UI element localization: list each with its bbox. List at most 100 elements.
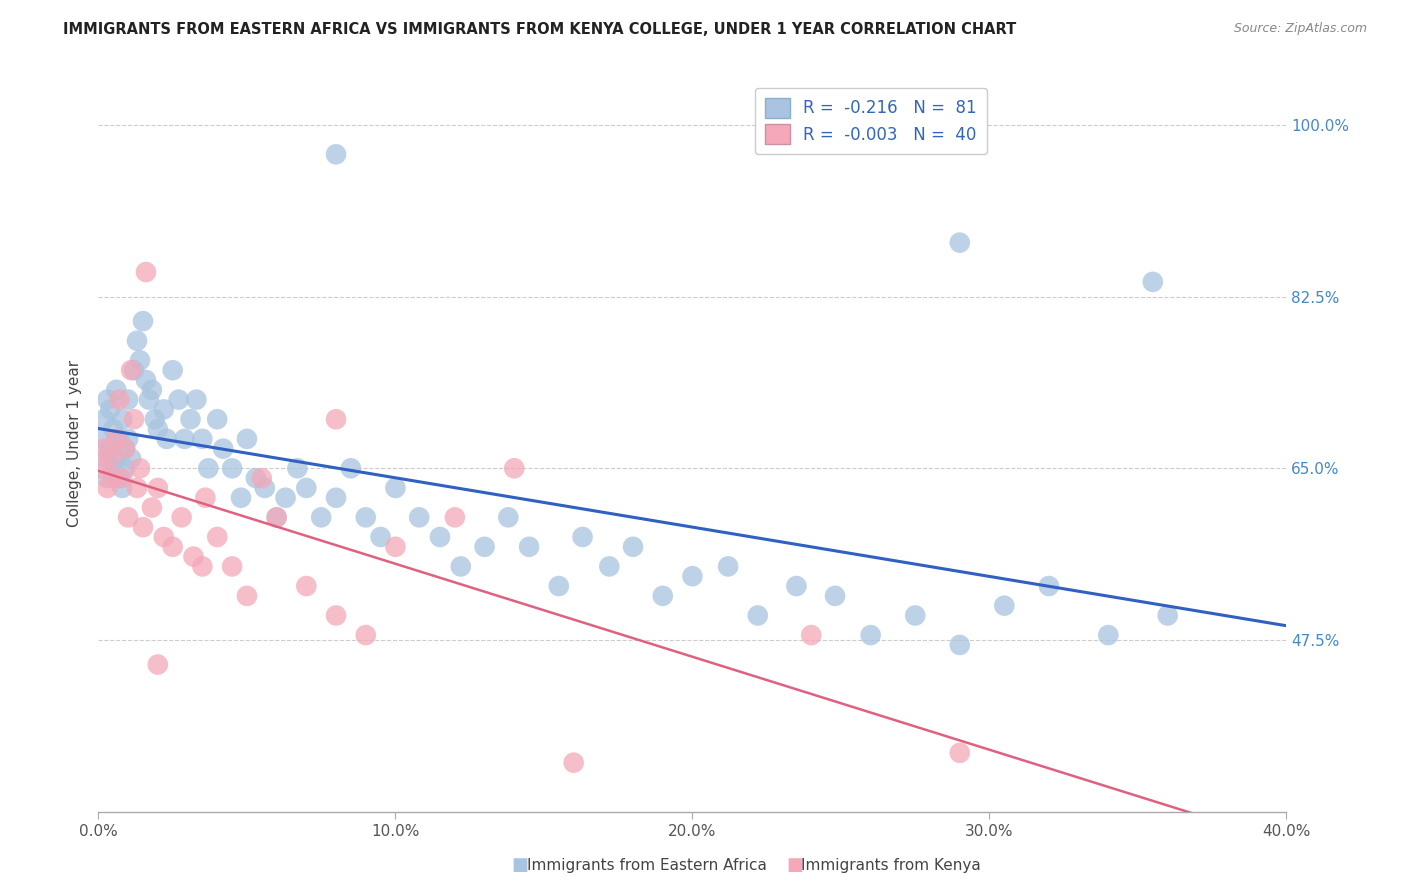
Point (295, 481, 318, 495)
Point (949, 638, 972, 652)
Point (384, 481, 406, 495)
Point (221, 559, 243, 574)
Point (117, 510, 139, 524)
Point (354, 510, 377, 524)
Point (146, 422, 169, 436)
Point (114, 442, 136, 456)
Point (96, 392, 118, 407)
Point (904, 608, 927, 623)
Point (1038, 579, 1060, 593)
Point (90, 461, 112, 475)
Point (266, 510, 288, 524)
Point (120, 363, 142, 377)
Point (114, 442, 136, 456)
Point (370, 530, 392, 544)
Point (117, 392, 139, 407)
Point (236, 589, 259, 603)
Point (170, 510, 193, 524)
Point (598, 559, 620, 574)
Point (325, 412, 347, 426)
Point (146, 657, 169, 672)
Text: Immigrants from Eastern Africa: Immigrants from Eastern Africa (527, 858, 768, 872)
Point (295, 579, 318, 593)
Point (122, 412, 145, 426)
Point (340, 461, 363, 475)
Point (517, 540, 540, 554)
Point (245, 471, 267, 485)
Point (108, 432, 131, 446)
Point (325, 491, 347, 505)
Point (117, 432, 139, 446)
Point (429, 530, 451, 544)
Point (141, 383, 163, 397)
Point (236, 432, 259, 446)
Point (93, 412, 115, 426)
Point (562, 756, 585, 770)
Point (408, 510, 430, 524)
Point (621, 540, 644, 554)
Point (132, 314, 155, 328)
Point (949, 746, 972, 760)
Point (98, 442, 121, 456)
Point (325, 608, 347, 623)
Point (1142, 275, 1164, 289)
Point (221, 461, 243, 475)
Point (194, 491, 217, 505)
Point (93, 442, 115, 456)
Text: ■: ■ (786, 856, 803, 874)
Point (205, 412, 228, 426)
Point (450, 559, 472, 574)
Point (212, 442, 235, 456)
Point (111, 412, 134, 426)
Point (205, 530, 228, 544)
Point (183, 549, 205, 564)
Point (859, 628, 882, 642)
Point (98, 402, 121, 417)
Point (143, 412, 166, 426)
Point (354, 628, 377, 642)
Point (93, 451, 115, 466)
Point (384, 540, 406, 554)
Point (1156, 608, 1178, 623)
Point (103, 461, 125, 475)
Point (90, 432, 112, 446)
Point (443, 510, 465, 524)
Point (474, 540, 496, 554)
Point (122, 363, 145, 377)
Point (197, 461, 219, 475)
Point (191, 432, 214, 446)
Point (824, 589, 846, 603)
Point (173, 432, 195, 446)
Point (229, 491, 252, 505)
Point (747, 608, 769, 623)
Point (108, 471, 131, 485)
Point (152, 530, 174, 544)
Point (162, 540, 184, 554)
Point (717, 559, 740, 574)
Point (547, 579, 569, 593)
Point (138, 392, 160, 407)
Point (800, 628, 823, 642)
Point (167, 392, 190, 407)
Point (111, 481, 134, 495)
Point (681, 569, 703, 583)
Text: Immigrants from Kenya: Immigrants from Kenya (801, 858, 981, 872)
Point (129, 353, 152, 368)
Point (125, 334, 148, 348)
Point (186, 392, 208, 407)
Point (266, 510, 288, 524)
Point (191, 559, 214, 574)
Point (141, 500, 163, 515)
Text: ■: ■ (512, 856, 529, 874)
Point (1097, 628, 1119, 642)
Point (498, 510, 520, 524)
Point (96, 471, 118, 485)
Point (993, 599, 1015, 613)
Point (105, 383, 128, 397)
Point (146, 481, 169, 495)
Point (162, 363, 184, 377)
Point (103, 471, 125, 485)
Point (156, 432, 179, 446)
Point (785, 579, 807, 593)
Point (949, 235, 972, 250)
